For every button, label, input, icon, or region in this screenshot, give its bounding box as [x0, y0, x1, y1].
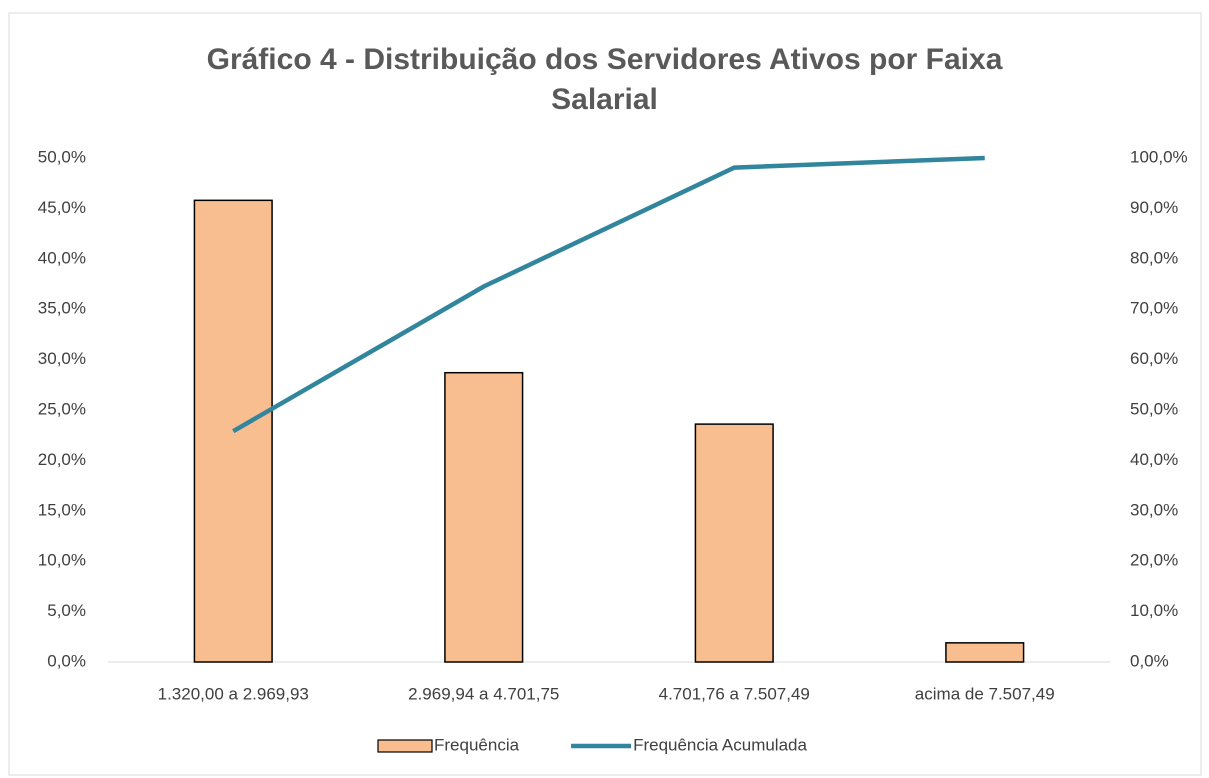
y2-tick-label: 90,0% [1130, 198, 1178, 217]
y-tick-label: 50,0% [38, 147, 86, 166]
x-tick-label: 2.969,94 a 4.701,75 [408, 684, 559, 703]
y-tick-label: 20,0% [38, 450, 86, 469]
chart-title: Gráfico 4 - Distribuição dos Servidores … [206, 43, 1003, 116]
y2-tick-label: 80,0% [1130, 248, 1178, 267]
y2-tick-label: 40,0% [1130, 450, 1178, 469]
y-tick-label: 30,0% [38, 349, 86, 368]
y-tick-label: 5,0% [47, 601, 86, 620]
y2-tick-label: 50,0% [1130, 399, 1178, 418]
x-tick-label: 1.320,00 a 2.969,93 [158, 684, 309, 703]
x-tick-label: 4.701,76 a 7.507,49 [659, 684, 810, 703]
y-tick-label: 45,0% [38, 198, 86, 217]
y-tick-label: 15,0% [38, 500, 86, 519]
bar [444, 371, 524, 663]
legend-label: Frequência [434, 735, 520, 754]
bar [694, 423, 774, 663]
legend-swatch [377, 739, 433, 753]
y-tick-label: 25,0% [38, 399, 86, 418]
y-tick-label: 10,0% [38, 551, 86, 570]
y-tick-label: 40,0% [38, 248, 86, 267]
y2-tick-label: 20,0% [1130, 551, 1178, 570]
y2-tick-label: 100,0% [1130, 147, 1188, 166]
legend-label: Frequência Acumulada [633, 735, 807, 754]
y-tick-label: 35,0% [38, 299, 86, 318]
y2-tick-label: 0,0% [1130, 651, 1169, 670]
y2-tick-label: 60,0% [1130, 349, 1178, 368]
y2-tick-label: 10,0% [1130, 601, 1178, 620]
y2-tick-label: 30,0% [1130, 500, 1178, 519]
x-tick-label: acima de 7.507,49 [915, 684, 1055, 703]
line [232, 155, 985, 434]
y2-tick-label: 70,0% [1130, 299, 1178, 318]
bar [945, 642, 1025, 663]
y-tick-label: 0,0% [47, 651, 86, 670]
